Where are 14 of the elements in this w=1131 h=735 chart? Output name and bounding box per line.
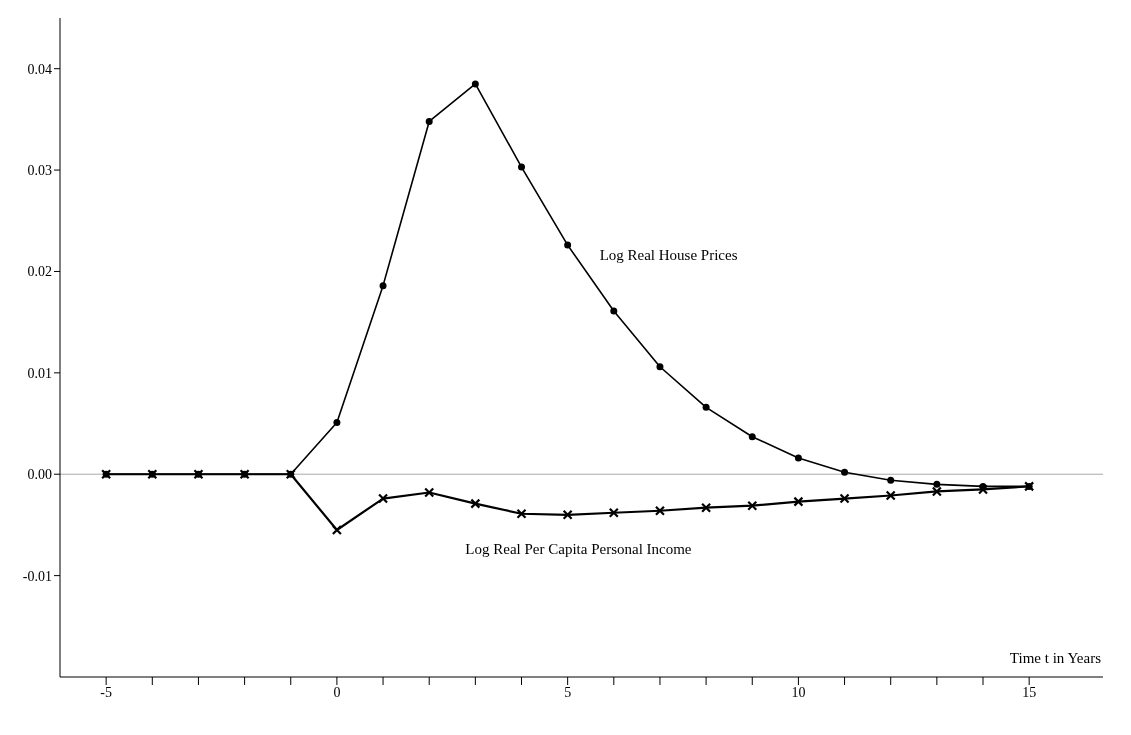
x-tick-label: 15 bbox=[1022, 684, 1037, 700]
x-tick-label: 5 bbox=[564, 684, 572, 700]
x-axis-title: Time t in Years bbox=[1009, 650, 1101, 667]
y-tick-label: 0.02 bbox=[27, 264, 52, 280]
x-tick-label: 10 bbox=[791, 684, 806, 700]
y-tick-label: 0.04 bbox=[27, 61, 52, 77]
text: Log Real Per Capita Personal Income bbox=[465, 540, 692, 557]
series-label: Log Real House Prices bbox=[599, 247, 738, 264]
y-tick-label: 0.03 bbox=[27, 163, 52, 179]
y-tick-label: -0.01 bbox=[22, 568, 52, 584]
y-tick-label: 0.00 bbox=[27, 467, 52, 483]
y-tick-label: 0.01 bbox=[27, 365, 52, 381]
x-tick-label: 0 bbox=[333, 684, 341, 700]
x-tick-label: -5 bbox=[100, 684, 112, 700]
